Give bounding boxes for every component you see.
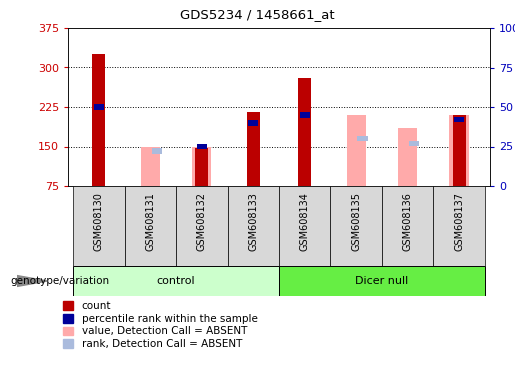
- Text: GSM608136: GSM608136: [403, 192, 413, 251]
- Bar: [94, 104, 104, 110]
- Bar: [398, 128, 417, 186]
- Bar: [93, 54, 105, 186]
- Bar: [125, 186, 176, 266]
- Text: GSM608131: GSM608131: [145, 192, 156, 251]
- Bar: [331, 186, 382, 266]
- Text: GSM608134: GSM608134: [300, 192, 310, 251]
- Text: GSM608132: GSM608132: [197, 192, 207, 252]
- Text: GDS5234 / 1458661_at: GDS5234 / 1458661_at: [180, 8, 335, 21]
- Text: genotype/variation: genotype/variation: [10, 276, 109, 286]
- Text: GSM608130: GSM608130: [94, 192, 104, 251]
- Bar: [197, 144, 207, 149]
- Bar: [73, 186, 125, 266]
- Bar: [454, 117, 464, 122]
- Text: GSM608133: GSM608133: [248, 192, 258, 251]
- Bar: [357, 136, 368, 141]
- Bar: [453, 115, 466, 186]
- Text: Dicer null: Dicer null: [355, 276, 408, 286]
- Polygon shape: [16, 275, 47, 286]
- Legend: count, percentile rank within the sample, value, Detection Call = ABSENT, rank, : count, percentile rank within the sample…: [63, 301, 258, 349]
- Bar: [151, 149, 162, 154]
- Bar: [195, 148, 208, 186]
- Bar: [73, 266, 279, 296]
- Bar: [176, 186, 228, 266]
- Bar: [248, 120, 259, 126]
- Bar: [382, 186, 434, 266]
- Bar: [228, 186, 279, 266]
- Bar: [409, 141, 419, 146]
- Bar: [279, 266, 485, 296]
- Bar: [247, 112, 260, 186]
- Bar: [450, 115, 469, 186]
- Bar: [192, 147, 212, 186]
- Bar: [141, 147, 160, 186]
- Bar: [300, 112, 310, 118]
- Text: GSM608135: GSM608135: [351, 192, 361, 252]
- Bar: [347, 115, 366, 186]
- Bar: [298, 78, 311, 186]
- Bar: [434, 186, 485, 266]
- Text: control: control: [157, 276, 195, 286]
- Bar: [279, 186, 331, 266]
- Text: GSM608137: GSM608137: [454, 192, 464, 252]
